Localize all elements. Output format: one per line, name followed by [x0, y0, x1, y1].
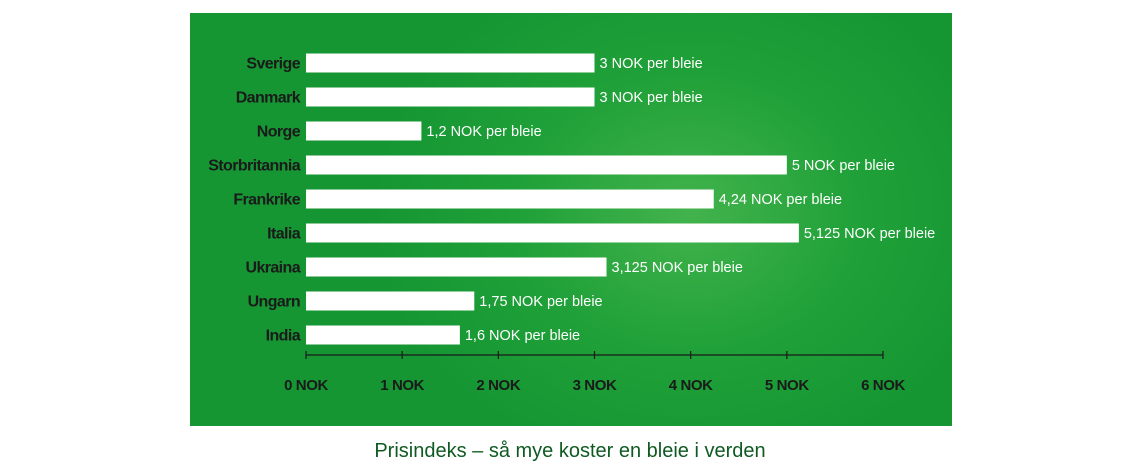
category-label: Ukraina — [246, 260, 301, 277]
data-label: 3 NOK per bleie — [600, 90, 703, 106]
category-label: Italia — [267, 226, 301, 243]
data-label: 1,75 NOK per bleie — [479, 294, 602, 310]
bar — [306, 223, 799, 243]
bar — [306, 257, 607, 277]
bar-chart: Sverige 3 NOK per bleie Danmark 3 NOK per b… — [208, 53, 935, 394]
category-label: Frankrike — [233, 192, 300, 209]
data-label: 4,24 NOK per bleie — [719, 192, 842, 208]
bar — [306, 53, 595, 73]
bar — [306, 291, 475, 311]
data-label: 1,6 NOK per bleie — [465, 328, 580, 344]
bar — [306, 155, 787, 175]
x-tick-label: 2 NOK — [476, 377, 520, 394]
category-label: Sverige — [246, 56, 300, 73]
x-tick-label: 4 NOK — [669, 377, 713, 394]
data-label: 5 NOK per bleie — [792, 158, 895, 174]
bar — [306, 87, 595, 107]
x-tick-label: 3 NOK — [573, 377, 617, 394]
category-label: Danmark — [236, 90, 301, 107]
data-label: 3,125 NOK per bleie — [612, 260, 743, 276]
chart-panel: Sverige 3 NOK per bleie Danmark 3 NOK per b… — [190, 13, 952, 426]
data-label: 5,125 NOK per bleie — [804, 226, 935, 242]
x-tick-label: 0 NOK — [284, 377, 328, 394]
x-tick-label: 1 NOK — [380, 377, 424, 394]
data-label: 3 NOK per bleie — [600, 56, 703, 72]
chart-title: Prisindeks – så mye koster en bleie i ve… — [374, 440, 766, 462]
x-tick-label: 6 NOK — [861, 377, 905, 394]
bar — [306, 189, 714, 209]
category-label: India — [266, 328, 301, 345]
bar — [306, 325, 460, 345]
category-label: Storbritannia — [208, 158, 300, 175]
category-label: Ungarn — [248, 294, 300, 311]
bar — [306, 121, 422, 141]
x-tick-label: 5 NOK — [765, 377, 809, 394]
category-label: Norge — [257, 124, 301, 141]
data-label: 1,2 NOK per bleie — [426, 124, 541, 140]
